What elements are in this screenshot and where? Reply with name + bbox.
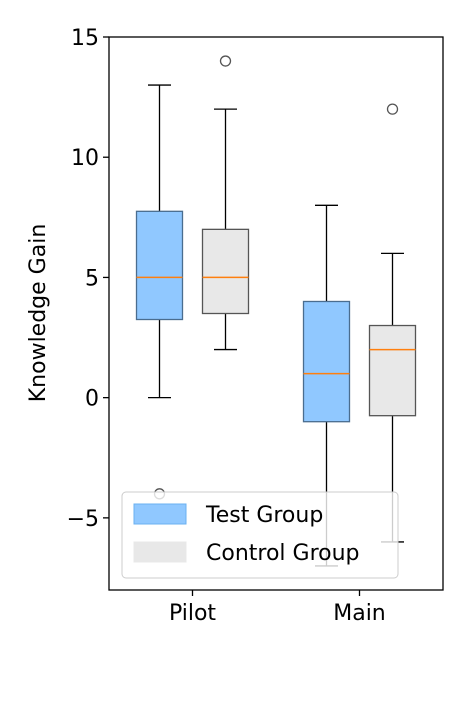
x-tick-label-pilot: Pilot (169, 601, 216, 626)
y-tick-label--5: −5 (67, 507, 99, 532)
y-axis-label: Knowledge Gain (26, 224, 51, 403)
legend-swatch-test-group (133, 503, 187, 525)
legend: Test Group Control Group (121, 491, 399, 579)
box-control-group-pilot (201, 228, 250, 315)
box-test-group-main (302, 300, 351, 423)
plot-layer (135, 55, 417, 567)
y-tick-label-15: 15 (71, 26, 99, 51)
outlier-control-group-main-0 (386, 103, 399, 115)
legend-label-test-group: Test Group (205, 503, 323, 528)
legend-frame (121, 491, 399, 579)
legend-label-control-group: Control Group (206, 541, 360, 566)
y-tick-label-10: 10 (71, 146, 99, 171)
plot-frame (108, 36, 444, 591)
outlier-control-group-pilot-0 (219, 55, 232, 67)
legend-swatch-control-group (133, 541, 187, 563)
box-test-group-pilot (135, 210, 184, 321)
y-tick-label-5: 5 (85, 266, 99, 291)
y-tick-label-0: 0 (85, 387, 99, 412)
box-control-group-main (368, 324, 417, 417)
x-tick-label-main: Main (333, 601, 386, 626)
axis-layer: −5 0 5 10 15 Pilot Main (67, 26, 386, 626)
